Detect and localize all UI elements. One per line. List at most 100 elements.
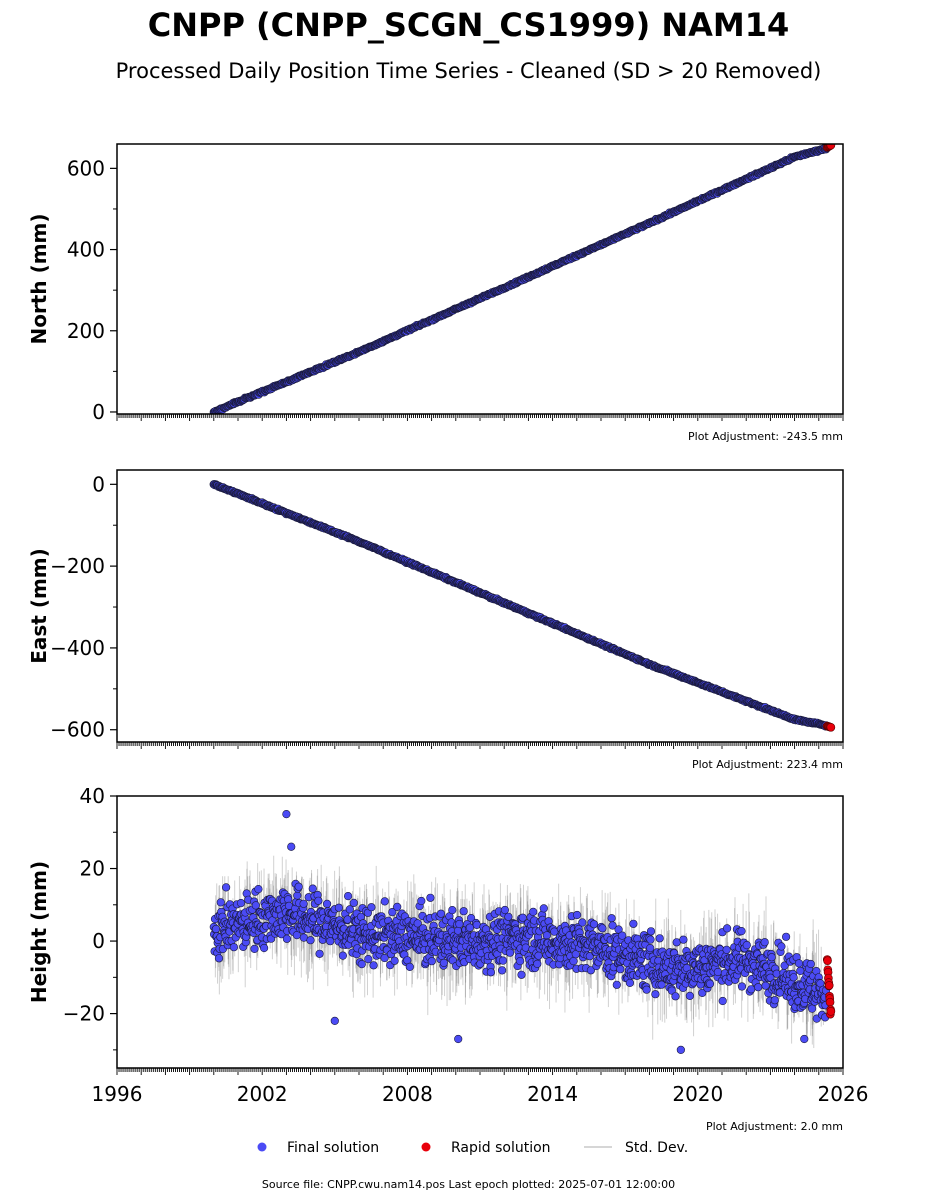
- final-point: [529, 907, 538, 917]
- final-point: [515, 956, 525, 966]
- final-point: [229, 943, 238, 952]
- final-point: [780, 961, 789, 970]
- final-point: [390, 956, 399, 965]
- chart-subtitle: Processed Daily Position Time Series - C…: [116, 59, 822, 83]
- x-tick-labels: 1996 2002 2008 2014 2020 2026: [92, 1082, 869, 1106]
- final-point: [293, 891, 302, 900]
- final-point: [413, 919, 422, 928]
- final-point: [754, 983, 763, 992]
- height-final-points: [209, 810, 831, 1054]
- final-point: [282, 810, 291, 819]
- legend-final-label: Final solution: [287, 1140, 379, 1156]
- final-point: [679, 935, 688, 944]
- final-point: [571, 950, 580, 959]
- final-point: [761, 981, 770, 990]
- final-point: [614, 925, 623, 934]
- north-y-axis: 0 200 400 600: [67, 156, 117, 424]
- final-point: [254, 884, 263, 894]
- final-point: [698, 988, 707, 998]
- final-point: [646, 927, 656, 936]
- east-rapid-points: [822, 721, 836, 732]
- x-tick-label: 2008: [382, 1082, 433, 1106]
- legend-final-marker: [257, 1142, 267, 1152]
- x-tick-marks: [116, 742, 844, 749]
- final-point: [504, 912, 513, 921]
- y-tick-label: −20: [63, 1002, 105, 1026]
- x-tick-label: 1996: [92, 1082, 143, 1106]
- final-point: [343, 915, 352, 924]
- final-point: [737, 982, 747, 991]
- final-point: [314, 896, 323, 905]
- final-point: [642, 985, 651, 994]
- chart-title: CNPP (CNPP_SCGN_CS1999) NAM14: [148, 6, 790, 44]
- final-point: [330, 1016, 339, 1025]
- final-point: [760, 938, 769, 947]
- final-point: [682, 963, 691, 973]
- final-point: [367, 903, 376, 912]
- final-point: [685, 991, 695, 1001]
- final-point: [629, 919, 638, 928]
- final-point: [465, 923, 475, 932]
- final-point: [722, 945, 731, 954]
- final-point: [646, 935, 655, 944]
- legend: Final solution Rapid solution Std. Dev.: [257, 1140, 688, 1156]
- final-point: [380, 953, 389, 963]
- east-y-axis-label: East (mm): [27, 548, 51, 664]
- final-point: [800, 1034, 809, 1044]
- final-point: [467, 913, 476, 923]
- final-point: [655, 934, 664, 943]
- final-point: [625, 978, 635, 988]
- final-point: [589, 920, 599, 929]
- height-y-axis: 40 20 0 −20: [63, 784, 117, 1051]
- x-tick-label: 2014: [527, 1082, 578, 1106]
- y-tick-label: 0: [92, 472, 105, 496]
- rapid-point: [826, 722, 836, 732]
- final-point: [344, 891, 353, 901]
- final-point: [338, 951, 348, 960]
- final-point: [806, 959, 815, 969]
- final-point: [612, 980, 621, 989]
- final-point: [607, 914, 616, 923]
- final-point: [742, 940, 751, 950]
- final-point: [618, 931, 627, 940]
- final-point: [517, 970, 526, 979]
- north-plot-adjustment: Plot Adjustment: -243.5 mm: [688, 430, 843, 443]
- final-point: [807, 1004, 817, 1013]
- final-point: [534, 951, 543, 960]
- final-point: [294, 882, 303, 891]
- y-tick-label: −200: [50, 554, 105, 578]
- final-point: [299, 899, 308, 908]
- final-point: [380, 897, 389, 906]
- final-point: [364, 954, 373, 964]
- final-point: [500, 905, 510, 915]
- rapid-point: [824, 981, 834, 990]
- y-tick-label: 200: [67, 319, 105, 343]
- east-y-axis: 0 −200 −400 −600: [50, 472, 117, 742]
- final-point: [578, 918, 587, 927]
- x-tick-label: 2002: [237, 1082, 288, 1106]
- final-point: [781, 932, 791, 941]
- final-point: [533, 959, 542, 969]
- final-point: [722, 924, 732, 933]
- final-point: [448, 905, 457, 915]
- final-point: [323, 899, 332, 909]
- final-point: [345, 905, 354, 914]
- final-point: [713, 967, 723, 977]
- x-tick-label: 2026: [818, 1082, 869, 1106]
- final-point: [671, 992, 680, 1001]
- final-point: [498, 956, 508, 965]
- legend-rapid-label: Rapid solution: [451, 1140, 551, 1156]
- final-point: [747, 985, 756, 994]
- height-plot-adjustment: Plot Adjustment: 2.0 mm: [706, 1120, 843, 1133]
- north-x-ticks: [116, 414, 844, 421]
- final-point: [222, 883, 231, 892]
- final-point: [737, 926, 746, 936]
- final-point: [388, 907, 397, 917]
- y-tick-label: 400: [67, 238, 105, 262]
- height-panel: 40 20 0 −20 Height (mm) 1996 2002 2008 2014 2020 2…: [27, 784, 868, 1133]
- final-point: [393, 902, 402, 912]
- final-point: [211, 924, 221, 934]
- final-point: [775, 988, 785, 997]
- final-point: [766, 973, 775, 982]
- final-point: [505, 948, 515, 957]
